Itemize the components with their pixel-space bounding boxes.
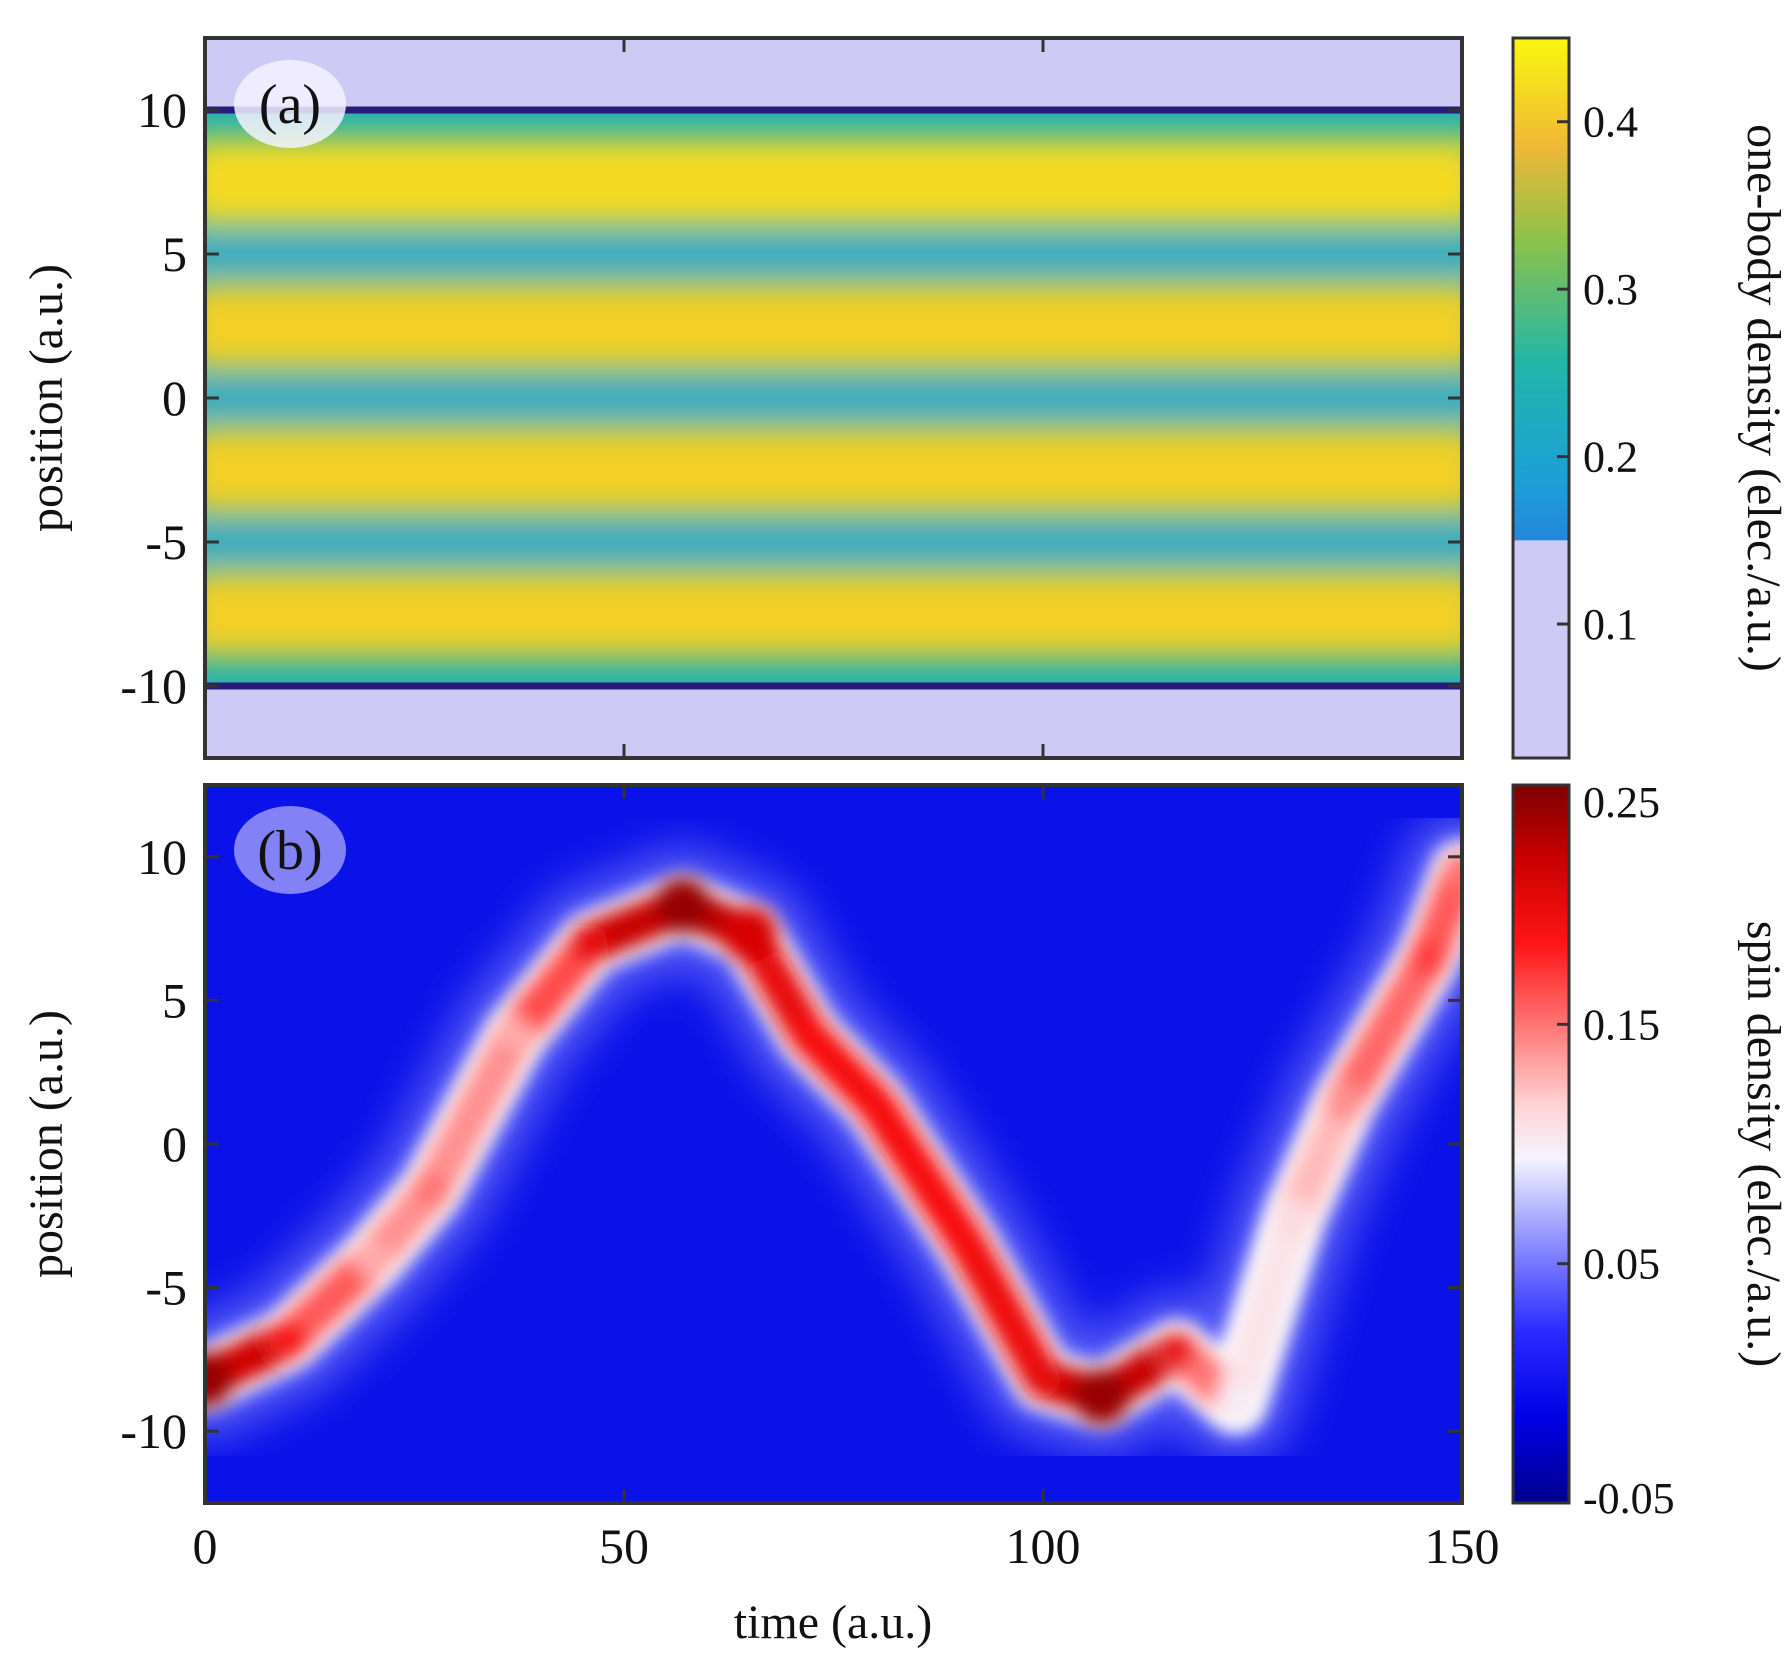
spin-point <box>1444 853 1462 890</box>
panel-a-tag-text: (a) <box>259 74 321 136</box>
colorbar-b-tick-label: 0.15 <box>1583 1000 1660 1049</box>
panel-b-spin-path <box>205 840 1462 1434</box>
spin-point <box>721 906 778 963</box>
colorbar-b: 0.25 0.15 0.05 -0.05 spin density (elec./a.… <box>1511 778 1790 1523</box>
panel-a-density-bands <box>205 137 1462 659</box>
spin-point <box>1217 1384 1254 1421</box>
panel-b-xtick-label: 150 <box>1425 1518 1500 1574</box>
spin-segment <box>1324 937 1449 1121</box>
spin-point <box>413 1171 450 1208</box>
density-band-2 <box>205 281 1462 371</box>
colorbar-a-frame <box>1511 36 1571 760</box>
colorbar-b-tick-label: 0.05 <box>1583 1240 1660 1289</box>
panel-b-ytick-label: -10 <box>120 1403 187 1459</box>
panel-b-ylabel: position (a.u.) <box>20 1010 73 1278</box>
colorbar-b-tick-label: 0.25 <box>1583 778 1660 827</box>
spin-point <box>857 1085 894 1122</box>
panel-a-heatmap <box>205 110 1462 686</box>
spin-segment <box>855 1083 988 1265</box>
panel-a: 10 5 0 -5 -10 (a) <box>120 36 1464 760</box>
spin-point <box>1276 1197 1313 1234</box>
panel-a-tag-halo <box>234 60 346 148</box>
density-band-1 <box>205 137 1462 227</box>
colorbar-b-label: spin density (elec./a.u.) <box>1737 921 1790 1368</box>
spin-point <box>654 877 711 934</box>
panel-a-ytick-label: 10 <box>137 82 187 138</box>
spin-point <box>1159 1332 1196 1369</box>
spin-point <box>1073 1368 1130 1425</box>
spin-point <box>790 1016 827 1053</box>
density-gap-3 <box>205 530 1462 554</box>
panel-a-ytick-label: -5 <box>145 514 187 570</box>
colorbar-b-tick-label: -0.05 <box>1583 1474 1675 1523</box>
panel-b-xtick-label: 50 <box>599 1518 649 1574</box>
spin-point <box>1410 939 1447 976</box>
colorbar-a-label: one-body density (elec./a.u.) <box>1737 124 1790 672</box>
colorbar-a-tick-label: 0.4 <box>1583 98 1638 147</box>
panel-a-ytick-label: 5 <box>162 226 187 282</box>
panel-a-ytick-label: 0 <box>162 370 187 426</box>
colorbar-b-frame <box>1511 783 1571 1505</box>
colorbar-a-tick-label: 0.1 <box>1583 600 1638 649</box>
colorbar-a: 0.4 0.3 0.2 0.1 one-body density (elec./a.u… <box>1511 36 1790 760</box>
density-gap-2 <box>205 386 1462 410</box>
colorbar-a-tick-label: 0.2 <box>1583 433 1638 482</box>
spin-point <box>1025 1361 1061 1398</box>
spin-point <box>572 924 609 961</box>
spin-segment <box>411 1014 536 1210</box>
colorbar-b-gradient <box>1513 785 1569 1503</box>
spin-point <box>205 1351 233 1408</box>
spin-point <box>1326 1082 1363 1119</box>
panel-b-xtick-label: 100 <box>1006 1518 1081 1574</box>
panel-b-ytick-label: 10 <box>137 829 187 885</box>
panel-b-tag: (b) <box>234 806 346 894</box>
panel-a-ticks: 10 5 0 -5 -10 <box>120 38 1464 758</box>
colorbar-a-below-threshold <box>1513 540 1569 758</box>
spin-segment <box>947 1224 1063 1400</box>
panel-b-ytick-label: 5 <box>162 972 187 1028</box>
spin-point <box>270 1321 307 1358</box>
spin-segment <box>1215 1195 1315 1423</box>
spin-point <box>497 1016 534 1053</box>
spin-point <box>354 1240 391 1277</box>
spin-path-core <box>205 851 1462 1425</box>
density-gap-1 <box>205 242 1462 266</box>
panel-b-ytick-label: 0 <box>162 1116 187 1172</box>
colorbar-b-ticks: 0.25 0.15 0.05 -0.05 <box>1557 778 1675 1523</box>
spin-segment <box>1274 1080 1365 1236</box>
panel-a-tag: (a) <box>234 60 346 148</box>
xlabel: time (a.u.) <box>734 1596 933 1649</box>
panel-a-ylabel: position (a.u.) <box>20 264 73 532</box>
colorbar-a-ticks: 0.4 0.3 0.2 0.1 <box>1557 98 1638 649</box>
panel-b-xtick-label: 0 <box>193 1518 218 1574</box>
spin-point <box>949 1226 986 1263</box>
panel-b-tag-halo <box>234 806 346 894</box>
panel-b-tag-text: (b) <box>257 820 322 882</box>
density-band-4 <box>205 569 1462 659</box>
density-band-3 <box>205 425 1462 515</box>
colorbar-a-tick-label: 0.3 <box>1583 265 1638 314</box>
panel-a-support-edges <box>205 106 1462 690</box>
panel-b-ytick-label: -5 <box>145 1260 187 1316</box>
panel-a-ytick-label: -10 <box>120 658 187 714</box>
